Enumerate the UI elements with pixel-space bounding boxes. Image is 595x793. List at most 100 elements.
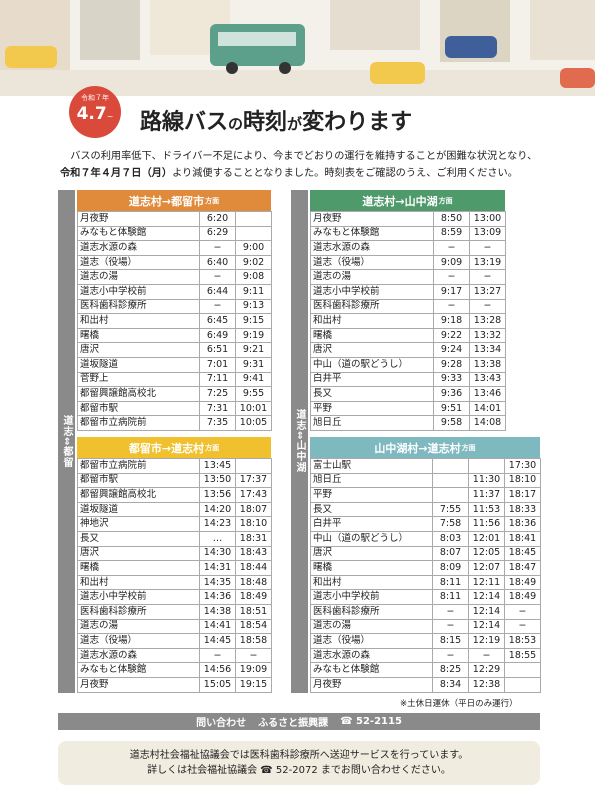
stop-name: 平野 (310, 400, 434, 417)
timetable-row: 唐沢 14:30 18:43 (77, 545, 272, 562)
time-cell: 17:43 (235, 487, 272, 503)
stop-name: 道志の湯 (77, 618, 200, 635)
timetable-row: 曙橋 9:22 13:32 (310, 327, 506, 344)
building (330, 0, 420, 50)
time-cell: 14:56 (199, 662, 236, 678)
time-cell: − (199, 298, 236, 315)
stop-name: 医科歯科診療所 (77, 298, 200, 315)
illustration (0, 0, 595, 96)
time-cell: 18:41 (504, 530, 541, 547)
timetable-row: 白井平 9:33 13:43 (310, 371, 506, 388)
stop-name: 唐沢 (310, 342, 434, 358)
timetable-row: 医科歯科診療所 −12:14− (310, 603, 541, 620)
stop-name: 道志水源の森 (310, 240, 434, 256)
title: 路線バスの時刻が変わります (140, 104, 412, 136)
stop-name: 中山（道の駅どうし） (310, 530, 433, 547)
timetable: 道志村→山中湖 方面 月夜野 8:50 13:00 みなもと体験館 8:59 13:09 道志水… (310, 190, 506, 431)
time-cell: 9:13 (235, 298, 272, 315)
stop-name: 曙橋 (77, 327, 200, 344)
stop-name: 長又 (310, 386, 434, 402)
time-cell: 7:58 (432, 516, 469, 532)
timetable-row: 曙橋 8:09 12:07 18:47 (310, 560, 541, 576)
timetable-row: 中山（道の駅どうし） 8:03 12:01 18:41 (310, 530, 541, 547)
stop-name: 唐沢 (77, 545, 200, 562)
intro-rest: より減便することとなりました。時刻表をご確認のうえ、ご利用ください。 (172, 168, 518, 179)
time-cell: − (432, 647, 469, 664)
stop-name: 道志水源の森 (77, 240, 200, 256)
time-cell: 18:49 (235, 589, 272, 605)
timetable-row: 道志水源の森 − − (77, 647, 272, 664)
stop-name: 和出村 (77, 574, 200, 591)
stop-name: 道志（役場） (310, 633, 433, 649)
time-cell: − (199, 269, 236, 285)
time-cell: − (432, 603, 469, 620)
header-main: 山中湖村→道志村 (374, 441, 461, 455)
header-suffix: 方面 (461, 443, 476, 452)
note: ※土休日運休（平日のみ運行） (400, 699, 518, 709)
timetable-row: 曙橋 14:31 18:44 (77, 560, 272, 576)
time-cell: 13:19 (469, 254, 506, 271)
time-cell: 12:11 (468, 574, 505, 591)
stop-name: 医科歯科診療所 (310, 298, 434, 315)
stop-name: 道志の湯 (310, 269, 434, 285)
time-cell: 11:53 (468, 501, 505, 518)
time-cell: 9:08 (235, 269, 272, 285)
time-cell: − (504, 618, 541, 635)
time-cell: 12:14 (468, 618, 505, 635)
building (530, 0, 595, 60)
time-cell: − (433, 269, 470, 285)
time-cell: 9:41 (235, 371, 272, 388)
time-cell (432, 472, 469, 489)
timetable-grid: 月夜野 8:50 13:00 みなもと体験館 8:59 13:09 道志水源の森 − − 道志（役… (310, 211, 506, 431)
timetable-row: 長又 9:36 13:46 (310, 386, 506, 402)
timetable-row: 唐沢 6:51 9:21 (77, 342, 272, 358)
title-segment: の (228, 115, 244, 133)
timetable-header: 都留市→道志村 方面 (77, 437, 271, 458)
timetable-row: 道志の湯 14:41 18:54 (77, 618, 272, 635)
timetable-row: 都留市立病院前 7:35 10:05 (77, 415, 272, 431)
timetable-row: 曙橋 6:49 9:19 (77, 327, 272, 344)
badge-era: 令和７年 (81, 94, 109, 102)
time-cell: 12:07 (468, 560, 505, 576)
time-cell: 18:51 (235, 603, 272, 620)
timetable: 山中湖村→道志村 方面 富士山駅 17:30 旭日丘 11:30 18:10 平野 11:37 1… (310, 437, 541, 693)
time-cell: 9:58 (433, 415, 470, 431)
stop-name: 菅野上 (77, 371, 200, 388)
timetable-row: みなもと体験館 8:59 13:09 (310, 225, 506, 242)
timetable-grid: 月夜野 6:20 みなもと体験館 6:29 道志水源の森 −9:00 道志（役場） 6:40 9… (77, 211, 272, 431)
stop-name: みなもと体験館 (77, 225, 200, 242)
timetable-row: 旭日丘 11:30 18:10 (310, 472, 541, 489)
stop-name: 医科歯科診療所 (310, 603, 433, 620)
wheel (226, 62, 238, 74)
title-segment: わります (324, 110, 413, 135)
time-cell: 11:30 (468, 472, 505, 489)
timetable-row: 菅野上 7:11 9:41 (77, 371, 272, 388)
time-cell: 13:09 (469, 225, 506, 242)
time-cell: 13:34 (469, 342, 506, 358)
time-cell: 9:55 (235, 386, 272, 402)
timetable-row: 都留興譲館高校北 7:25 9:55 (77, 386, 272, 402)
time-cell: 14:31 (199, 560, 236, 576)
building (80, 0, 140, 60)
timetable-row: 道志の湯 − − (310, 269, 506, 285)
timetable-row: 和出村 9:18 13:28 (310, 313, 506, 329)
time-cell: 9:15 (235, 313, 272, 329)
time-cell: 14:23 (199, 516, 236, 532)
time-cell: 9:09 (433, 254, 470, 271)
time-cell: − (468, 647, 505, 664)
time-cell: 18:10 (504, 472, 541, 489)
time-cell (235, 225, 272, 242)
title-segment: が (287, 115, 303, 133)
contact-dept: ふるさと振興課 (258, 718, 329, 729)
time-cell: 18:55 (504, 647, 541, 664)
time-cell: 18:36 (504, 516, 541, 532)
timetable-row: 神地沢 14:23 18:10 (77, 516, 272, 532)
timetable-row: 道志小中学校前 9:17 13:27 (310, 283, 506, 300)
time-cell: 19:09 (235, 662, 272, 678)
time-cell: 9:28 (433, 356, 470, 373)
time-cell: 8:34 (432, 676, 469, 693)
timetable-row: 道志水源の森 − − (310, 240, 506, 256)
stop-name: 旭日丘 (310, 415, 434, 431)
time-cell: 9:33 (433, 371, 470, 388)
stop-name: 唐沢 (77, 342, 200, 358)
